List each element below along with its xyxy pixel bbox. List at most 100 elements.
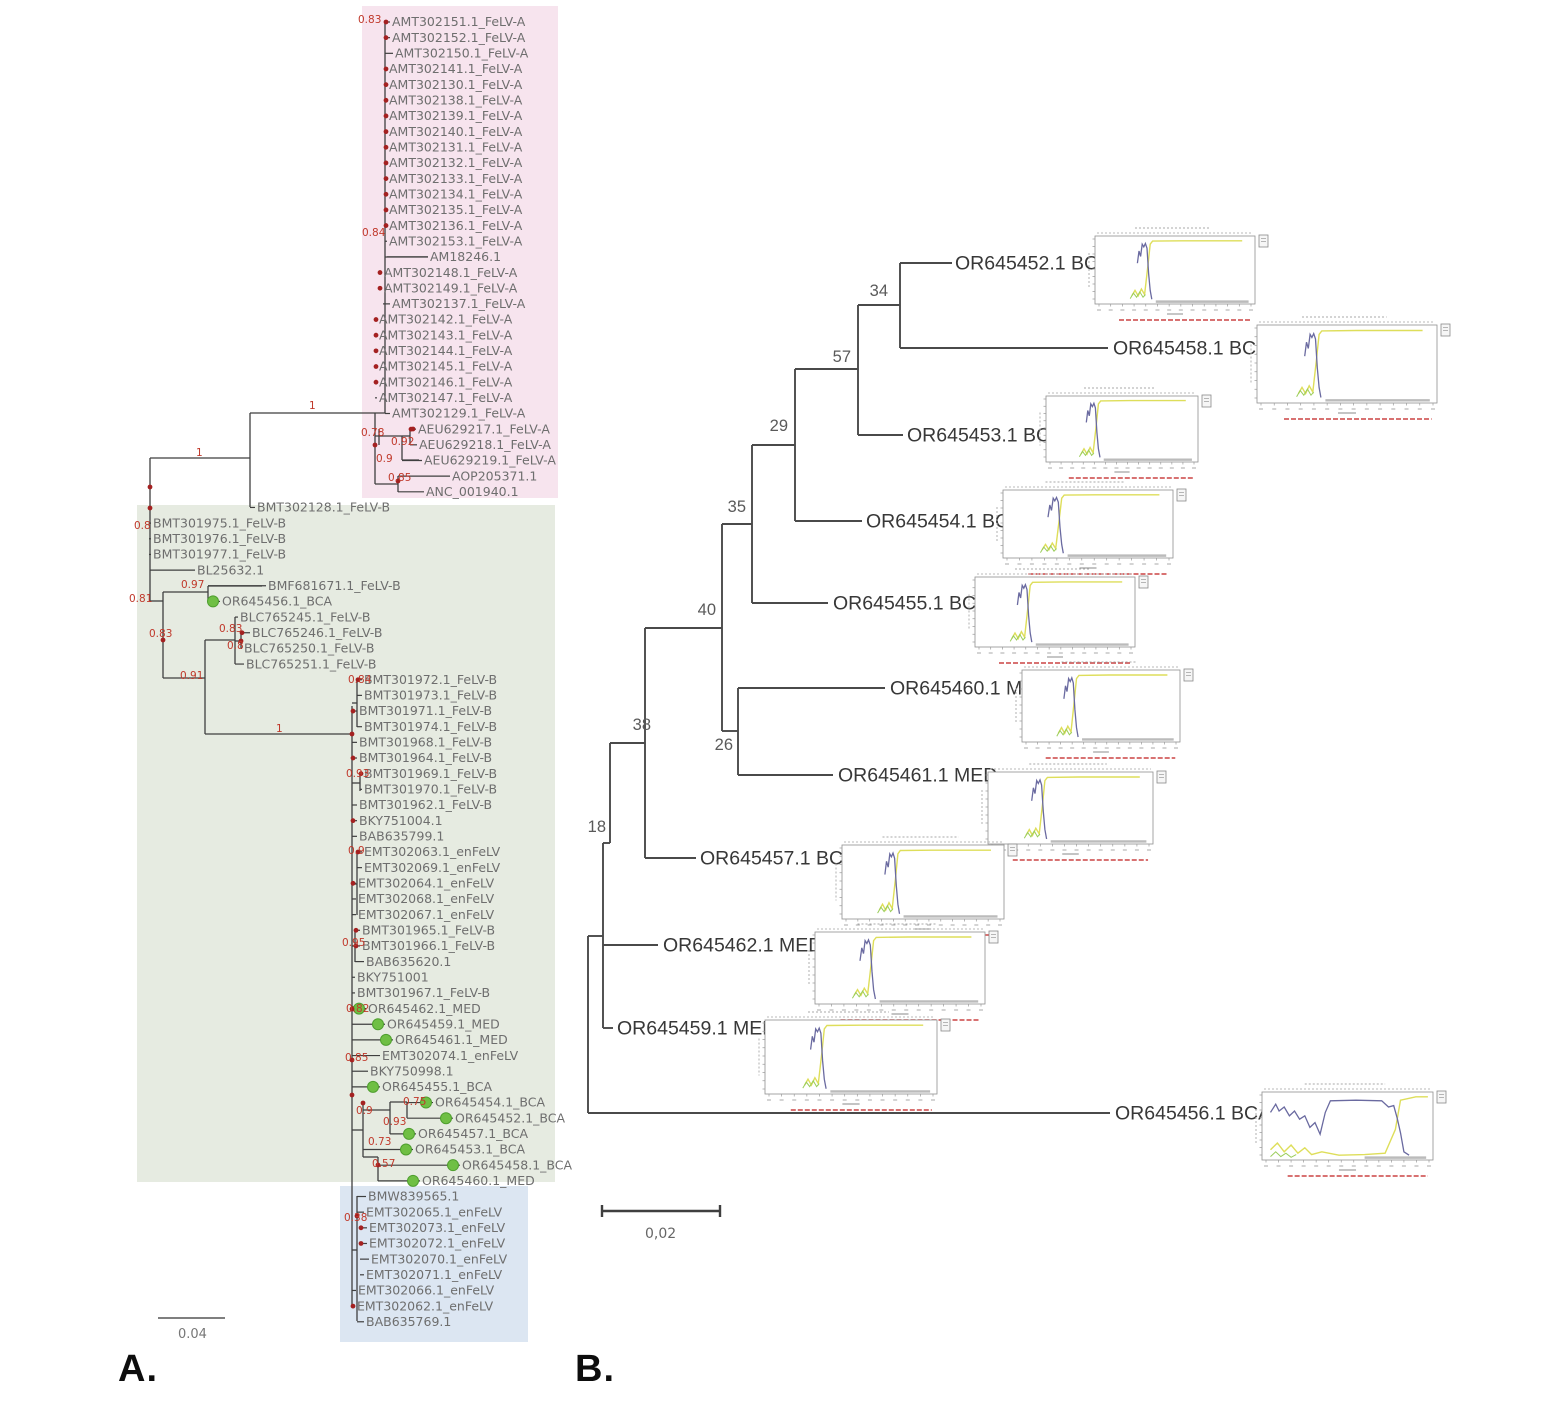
taxon-label: EMT302074.1_enFeLV	[382, 1048, 519, 1063]
bootscan-trace-blue	[1016, 582, 1033, 643]
support-value: 0.85	[345, 1052, 368, 1064]
taxon-label: OR645459.1 MED	[617, 1018, 776, 1040]
scale-bar-label: 0.04	[178, 1327, 207, 1342]
taxon-label: AMT302131.1_FeLV-A	[389, 139, 523, 154]
bootscan-trace-green	[1056, 727, 1073, 737]
taxon-label: OR645454.1_BCA	[435, 1095, 546, 1110]
bootscan-trace-blue	[1304, 331, 1322, 398]
expand-icon	[1183, 668, 1194, 682]
taxon-label: BMT301962.1_FeLV-B	[359, 797, 492, 812]
taxon-label: BL25632.1	[197, 562, 264, 577]
bootstrap-value: 38	[633, 716, 651, 734]
support-value: 0.38	[344, 1212, 367, 1224]
support-node-dot	[160, 637, 166, 643]
taxon-label: OR645454.1 BCA	[866, 511, 1022, 533]
expand-icon	[988, 930, 999, 944]
expand-icon	[1436, 1090, 1447, 1104]
taxon-label: OR645460.1 MED	[890, 678, 1049, 700]
recombination-plot-inset	[1015, 661, 1194, 759]
expand-icon	[1183, 668, 1194, 682]
bootscan-trace-green	[1078, 449, 1095, 457]
support-node-dot	[358, 1241, 364, 1246]
clade-region-enfelv	[340, 1186, 528, 1342]
inset-plot-area	[841, 844, 1005, 920]
taxon-label: BMT301973.1_FeLV-B	[364, 688, 497, 703]
taxon-label: OR645455.1_BCA	[382, 1079, 493, 1094]
expand-icon	[1258, 234, 1269, 248]
taxon-label: BMW839565.1	[368, 1189, 459, 1204]
bootscan-trace-green	[851, 990, 869, 999]
taxon-label: AMT302150.1_FeLV-A	[395, 46, 529, 61]
support-value: 0.9	[348, 845, 365, 857]
inset-plot-area	[1261, 1091, 1434, 1161]
taxon-label: OR645453.1_BCA	[415, 1142, 526, 1157]
panel-b-label: B.	[575, 1348, 615, 1390]
taxon-label: BMT301965.1_FeLV-B	[362, 922, 495, 937]
taxon-label: AOP205371.1	[452, 468, 537, 483]
taxon-label: AMT302132.1_FeLV-A	[389, 155, 523, 170]
expand-icon	[940, 1018, 951, 1032]
support-node-dot	[375, 1162, 381, 1168]
novel-sequence-dot	[380, 1033, 392, 1046]
taxon-label: EMT302072.1_enFeLV	[369, 1236, 506, 1251]
inset-plot-area	[1094, 235, 1256, 305]
support-node-dot	[383, 66, 389, 72]
expand-icon	[1156, 770, 1167, 784]
taxon-label: AMT302133.1_FeLV-A	[389, 171, 523, 186]
support-node-dot	[349, 731, 355, 737]
recombination-plot-inset	[968, 568, 1149, 664]
support-value: 0.97	[181, 579, 204, 591]
support-value: 0.83	[219, 623, 242, 635]
expand-icon	[1176, 488, 1187, 502]
support-value: 0.78	[361, 427, 384, 439]
expand-icon	[940, 1018, 951, 1032]
support-node-dot	[358, 771, 364, 777]
taxon-label: EMT302066.1_enFeLV	[358, 1283, 495, 1298]
taxon-label: EMT302064.1_enFeLV	[358, 876, 495, 891]
taxon-label: BAB635799.1	[359, 829, 444, 844]
support-node-dot	[383, 176, 389, 182]
taxon-label: AMT302137.1_FeLV-A	[392, 296, 526, 311]
taxon-label: BMT301976.1_FeLV-B	[153, 531, 286, 546]
clade-region-felv-a	[362, 6, 558, 498]
novel-sequence-dot	[420, 1096, 432, 1109]
inset-plot-area	[1002, 489, 1174, 559]
taxon-label: OR645456.1 BCA	[1115, 1103, 1271, 1125]
support-node-dot	[373, 332, 379, 338]
support-node-dot	[383, 223, 389, 228]
support-value: 0.84	[348, 674, 372, 686]
bootstrap-value: 26	[715, 736, 733, 754]
support-node-dot	[355, 677, 361, 683]
support-node-dot	[383, 207, 389, 213]
taxon-label: AEU629218.1_FeLV-A	[419, 437, 551, 452]
taxon-label: OR645461.1_MED	[395, 1032, 508, 1047]
support-node-dot	[239, 630, 245, 636]
support-node-dot	[383, 97, 389, 103]
taxon-label: AMT302134.1_FeLV-A	[389, 186, 523, 201]
taxon-label: AMT302153.1_FeLV-A	[389, 233, 523, 248]
taxon-label: AMT302129.1_FeLV-A	[392, 406, 526, 421]
bootstrap-value: 29	[770, 417, 788, 435]
bootscan-trace-green	[1023, 829, 1041, 839]
support-value: 1	[276, 723, 283, 735]
taxon-label: BMT301971.1_FeLV-B	[359, 703, 492, 718]
support-value: 0.57	[372, 1158, 395, 1170]
support-node-dot	[383, 19, 389, 25]
support-node-dot	[373, 364, 379, 369]
bootscan-trace-green	[1009, 633, 1026, 642]
support-node-dot	[373, 379, 379, 385]
taxon-label: BMT302128.1_FeLV-B	[257, 500, 390, 515]
support-value: 0.73	[368, 1136, 391, 1148]
support-node-dot	[147, 505, 153, 511]
taxon-label: AMT302141.1_FeLV-A	[389, 61, 523, 76]
recombination-plot-inset	[1255, 1083, 1447, 1177]
taxon-label: EMT302073.1_enFeLV	[369, 1220, 506, 1235]
bootscan-trace-green	[1129, 290, 1146, 299]
taxon-label: AMT302152.1_FeLV-A	[392, 30, 526, 45]
support-node-dot	[354, 1213, 360, 1219]
support-value: 1	[196, 447, 203, 459]
novel-sequence-dot	[367, 1080, 379, 1093]
bootscan-trace-blue	[809, 1026, 827, 1089]
taxon-label: OR645452.1 BCA	[955, 253, 1111, 275]
